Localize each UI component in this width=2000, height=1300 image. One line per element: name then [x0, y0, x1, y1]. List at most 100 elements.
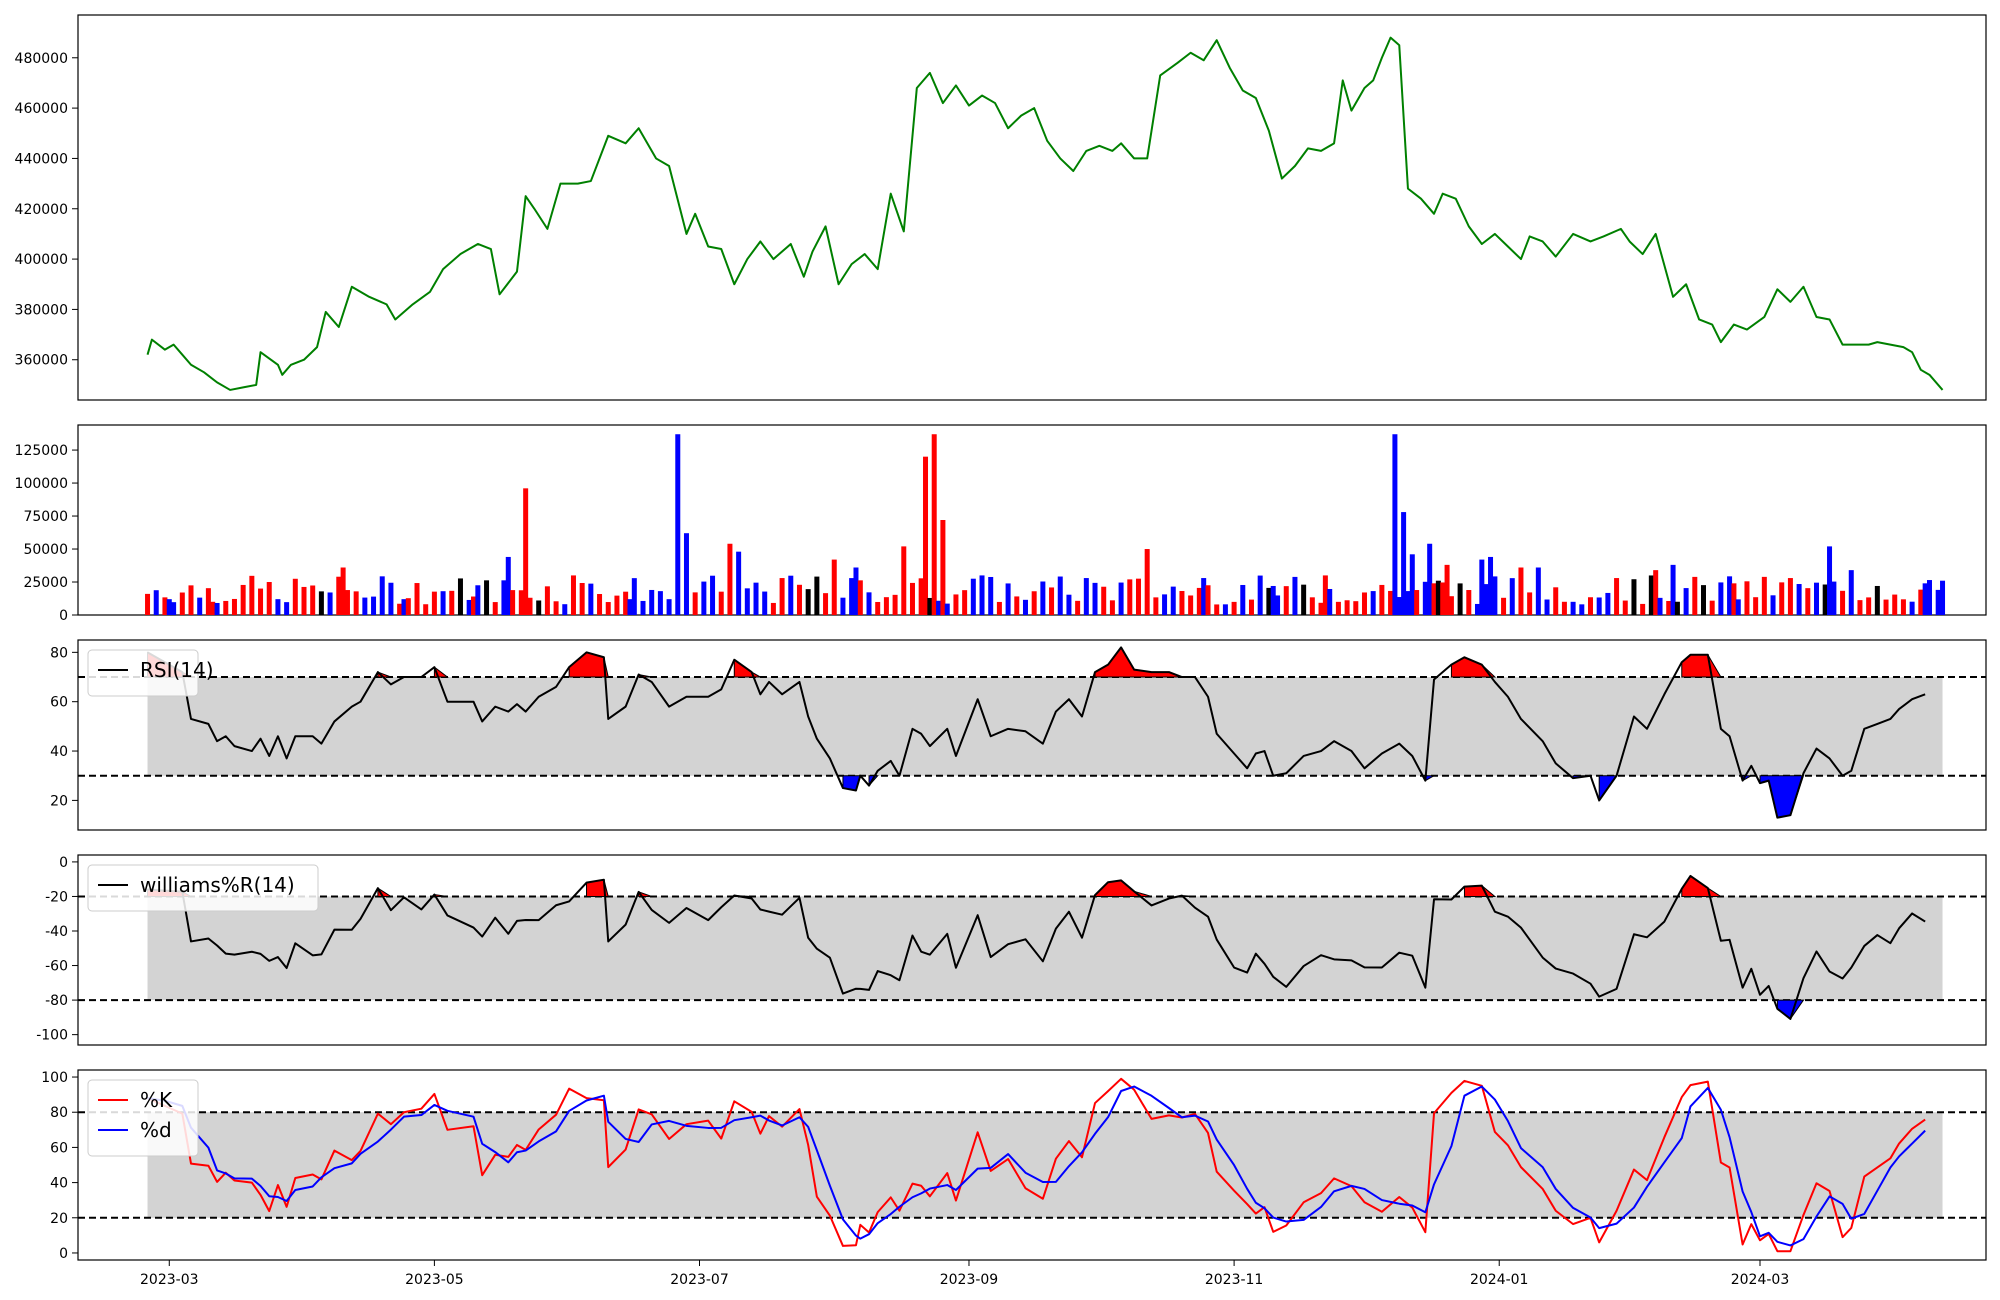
volume-bar: [197, 597, 203, 615]
volume-bar: [258, 588, 264, 615]
volume-bar: [614, 595, 620, 615]
volume-bar: [683, 533, 689, 615]
volume-bar: [1666, 600, 1672, 615]
volume-bar: [1622, 600, 1628, 615]
x-tick-label: 2023-05: [405, 1272, 464, 1288]
volume-bar: [570, 575, 576, 615]
volume-bar: [1153, 597, 1159, 615]
volume-bar: [744, 588, 750, 615]
volume-bar: [1448, 596, 1454, 615]
volume-bar: [1201, 578, 1207, 615]
y-tick-label: -20: [45, 889, 68, 905]
y-tick-label: 400000: [15, 252, 68, 268]
x-tick-label: 2023-11: [1205, 1272, 1264, 1288]
volume-bar: [1492, 576, 1498, 615]
y-tick-label: 0: [59, 855, 68, 871]
volume-bar: [440, 591, 446, 615]
y-tick-label: 60: [50, 1140, 68, 1156]
volume-bar: [875, 601, 881, 615]
volume-bar: [231, 598, 237, 615]
volume-bar: [166, 599, 172, 615]
volume-bar: [210, 601, 216, 615]
rsi-panel-frame: [77, 639, 1987, 831]
volume-bar: [1822, 584, 1828, 615]
volume-bar: [553, 601, 559, 615]
y-tick-label: 100: [41, 1070, 68, 1086]
williams-panel-frame: [77, 854, 1987, 1046]
volume-bar: [1101, 586, 1107, 615]
y-tick-label: 420000: [15, 202, 68, 218]
volume-bar: [1353, 601, 1359, 615]
volume-bar: [1270, 585, 1276, 615]
volume-bar: [1083, 578, 1089, 615]
volume-bar: [675, 434, 681, 615]
volume-bar: [1727, 576, 1733, 615]
volume-bar: [1483, 584, 1489, 615]
volume-bar: [1135, 578, 1141, 615]
volume-bar: [605, 602, 611, 615]
volume-bar: [770, 602, 776, 615]
y-tick-label: 380000: [15, 302, 68, 318]
volume-bar: [666, 599, 672, 615]
volume-bar: [1118, 582, 1124, 615]
volume-bar: [1005, 583, 1011, 615]
volume-bar: [1831, 581, 1837, 615]
y-tick-label: 60: [50, 695, 68, 711]
volume-bar: [1275, 595, 1281, 615]
volume-bar: [188, 585, 194, 615]
stoch-k-line: [147, 1077, 1926, 1253]
volume-bar: [736, 551, 742, 615]
x-tick-label: 2023-09: [940, 1272, 999, 1288]
volume-bar: [597, 594, 603, 615]
volume-bar: [336, 576, 342, 615]
volume-bar: [1653, 570, 1659, 615]
volume-bar: [1614, 578, 1620, 615]
volume-bar: [1587, 597, 1593, 615]
stoch-d-line: [147, 1085, 1926, 1247]
volume-bar: [1266, 587, 1272, 615]
volume-bar: [1527, 592, 1533, 615]
volume-bar: [340, 567, 346, 615]
volume-bar: [344, 590, 350, 615]
x-tick-label: 2023-07: [670, 1272, 729, 1288]
rsi-line: [147, 646, 1926, 819]
volume-bar: [544, 586, 550, 615]
volume-bar: [1918, 589, 1924, 615]
volume-bar: [931, 434, 937, 615]
volume-bar: [1401, 512, 1407, 615]
volume-bar: [492, 602, 498, 615]
y-tick-label: 40: [50, 744, 68, 760]
volume-bar: [1735, 599, 1741, 615]
volume-bar: [979, 575, 985, 615]
volume-bar: [1553, 587, 1559, 615]
y-tick-label: 80: [50, 1105, 68, 1121]
volume-bar: [523, 488, 529, 615]
volume-bar: [1109, 600, 1115, 615]
volume-bar: [1031, 591, 1037, 615]
volume-bar: [1457, 583, 1463, 615]
volume-bar: [1049, 587, 1055, 615]
volume-bar: [1170, 586, 1176, 615]
volume-bar: [1909, 601, 1915, 615]
volume-bar: [1257, 575, 1263, 615]
volume-bar: [292, 578, 298, 615]
volume-bar: [1805, 588, 1811, 615]
volume-bar: [1327, 588, 1333, 615]
volume-bar: [701, 581, 707, 615]
volume-bar: [627, 599, 633, 615]
williams-legend: williams%R(14): [87, 864, 319, 912]
volume-bar: [1840, 590, 1846, 615]
y-tick-label: 125000: [15, 443, 68, 459]
rsi-legend: RSI(14): [87, 649, 214, 697]
volume-bar: [927, 597, 933, 615]
volume-bar: [710, 575, 716, 615]
volume-bar: [1414, 590, 1420, 615]
volume-bar: [1040, 581, 1046, 615]
volume-bar: [1431, 583, 1437, 615]
y-tick-label: 0: [59, 1246, 68, 1262]
x-tick-label: 2024-03: [1731, 1272, 1790, 1288]
volume-bar: [1444, 564, 1450, 615]
volume-bar: [379, 576, 385, 615]
volume-bar: [536, 600, 542, 615]
volume-bar: [996, 601, 1002, 615]
